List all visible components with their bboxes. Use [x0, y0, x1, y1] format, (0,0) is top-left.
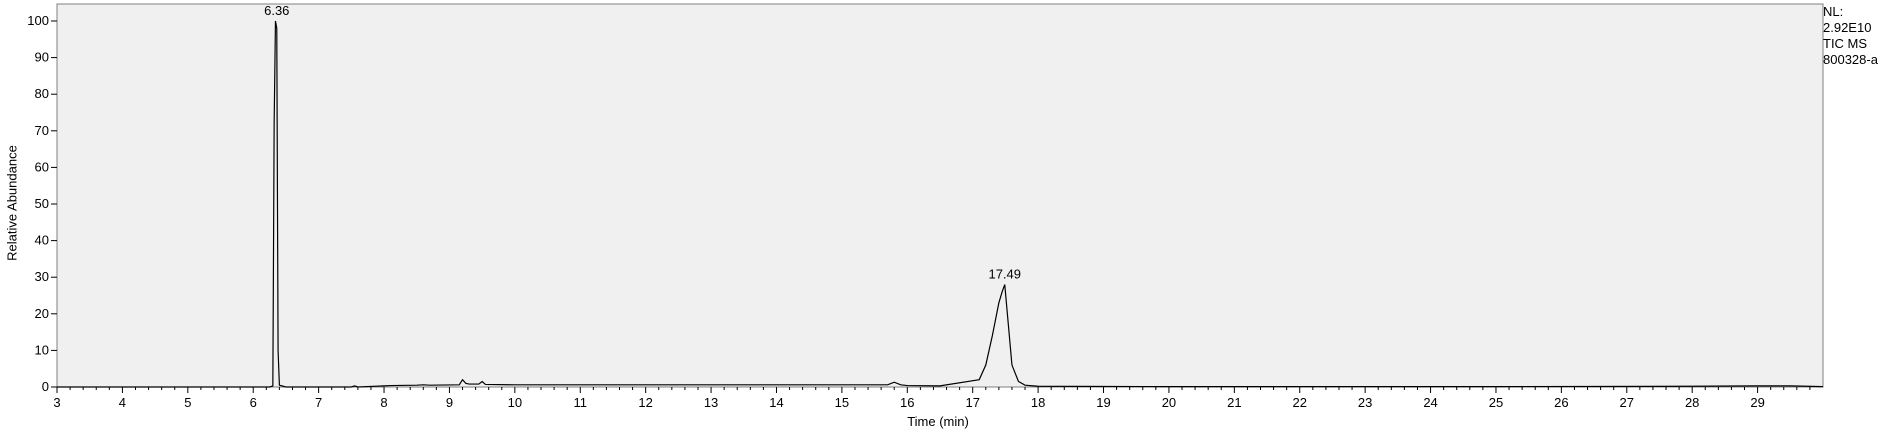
x-axis: 3 4 5 6 7 8 9 10 11 12 13 14 15 16 17 18 19 20 21 22 23 24 25 2… [53, 387, 1811, 410]
x-tick-label: 26 [1554, 395, 1568, 410]
x-tick-label: 13 [704, 395, 718, 410]
y-tick-label: 0 [42, 379, 49, 394]
x-tick-label: 15 [835, 395, 849, 410]
trace-type: TIC MS [1823, 36, 1868, 51]
x-tick-label: 5 [184, 395, 191, 410]
y-axis-label: Relative Abundance [4, 145, 20, 261]
x-tick-label: 8 [380, 395, 387, 410]
y-tick-label: 10 [35, 342, 49, 357]
x-tick-label: 23 [1358, 395, 1372, 410]
y-tick-label: 60 [35, 159, 49, 174]
x-tick-label: 25 [1489, 395, 1503, 410]
x-tick-label: 18 [1031, 395, 1045, 410]
x-tick-label: 17 [965, 395, 979, 410]
x-tick-label: 7 [315, 395, 322, 410]
x-tick-label: 10 [508, 395, 522, 410]
peak-labels: 6.36 17.49 [264, 3, 1021, 282]
x-tick-label: 29 [1750, 395, 1764, 410]
x-tick-label: 4 [119, 395, 126, 410]
y-axis: 0 10 20 30 40 50 60 70 80 90 100 [27, 13, 57, 394]
nl-label: NL: [1823, 4, 1844, 19]
x-tick-label: 9 [446, 395, 453, 410]
x-tick-label: 19 [1096, 395, 1110, 410]
y-tick-label: 80 [35, 86, 49, 101]
x-tick-label: 21 [1227, 395, 1241, 410]
x-tick-label: 6 [250, 395, 257, 410]
x-tick-label: 22 [1293, 395, 1307, 410]
info-box: NL: 2.92E10 TIC MS 800328-a [1823, 4, 1881, 68]
x-tick-label: 16 [900, 395, 914, 410]
file-name: 800328-a [1823, 52, 1878, 67]
y-tick-label: 30 [35, 269, 49, 284]
x-tick-label: 14 [769, 395, 783, 410]
x-tick-label: 24 [1423, 395, 1437, 410]
y-tick-label: 90 [35, 50, 49, 65]
x-axis-label: Time (min) [907, 414, 969, 429]
plot-area [56, 3, 1824, 388]
nl-value: 2.92E10 [1823, 20, 1872, 35]
x-tick-label: 12 [638, 395, 652, 410]
tic-trace [57, 20, 1824, 388]
x-tick-label: 28 [1685, 395, 1699, 410]
x-tick-label: 3 [53, 395, 60, 410]
peak-label: 17.49 [988, 267, 1021, 282]
x-tick-label: 20 [1162, 395, 1176, 410]
y-tick-label: 40 [35, 233, 49, 248]
peak-label: 6.36 [264, 3, 289, 18]
y-tick-label: 20 [35, 306, 49, 321]
x-tick-label: 27 [1620, 395, 1634, 410]
x-tick-label: 11 [574, 395, 588, 410]
y-tick-label: 70 [35, 123, 49, 138]
y-tick-label: 100 [27, 13, 49, 28]
y-tick-label: 50 [35, 196, 49, 211]
